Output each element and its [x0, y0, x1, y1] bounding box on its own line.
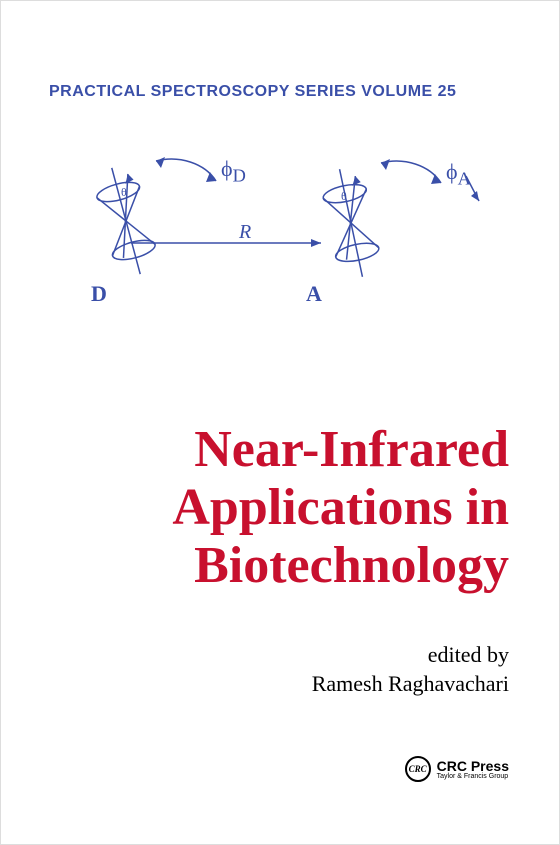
editor-credit: edited by Ramesh Raghavachari [312, 641, 509, 698]
publisher-block: CRC CRC Press Taylor & Francis Group [405, 756, 509, 782]
series-header: PRACTICAL SPECTROSCOPY SERIES VOLUME 25 [49, 83, 456, 101]
title-line-1: Near-Infrared [172, 421, 509, 479]
publisher-name: CRC Press [437, 759, 509, 773]
diagram-phi-D: ϕD [221, 156, 246, 186]
title-line-2: Applications in [172, 479, 509, 537]
diagram-theta-D: θ [121, 185, 127, 200]
diagram-theta-A: θ [341, 189, 347, 204]
diagram-label-D: D [91, 281, 107, 307]
book-title: Near-Infrared Applications in Biotechnol… [172, 421, 509, 596]
diagram-phi-A: ϕA [446, 159, 471, 189]
dipole-diagram: D A ϕD ϕA R⃗ θ θ [61, 141, 501, 311]
editor-prefix: edited by [312, 641, 509, 670]
publisher-subtitle: Taylor & Francis Group [437, 773, 509, 780]
editor-name: Ramesh Raghavachari [312, 670, 509, 699]
title-line-3: Biotechnology [172, 537, 509, 595]
crc-logo-icon: CRC [405, 756, 431, 782]
diagram-label-A: A [306, 281, 322, 307]
diagram-R-vector: R⃗ [239, 221, 267, 244]
